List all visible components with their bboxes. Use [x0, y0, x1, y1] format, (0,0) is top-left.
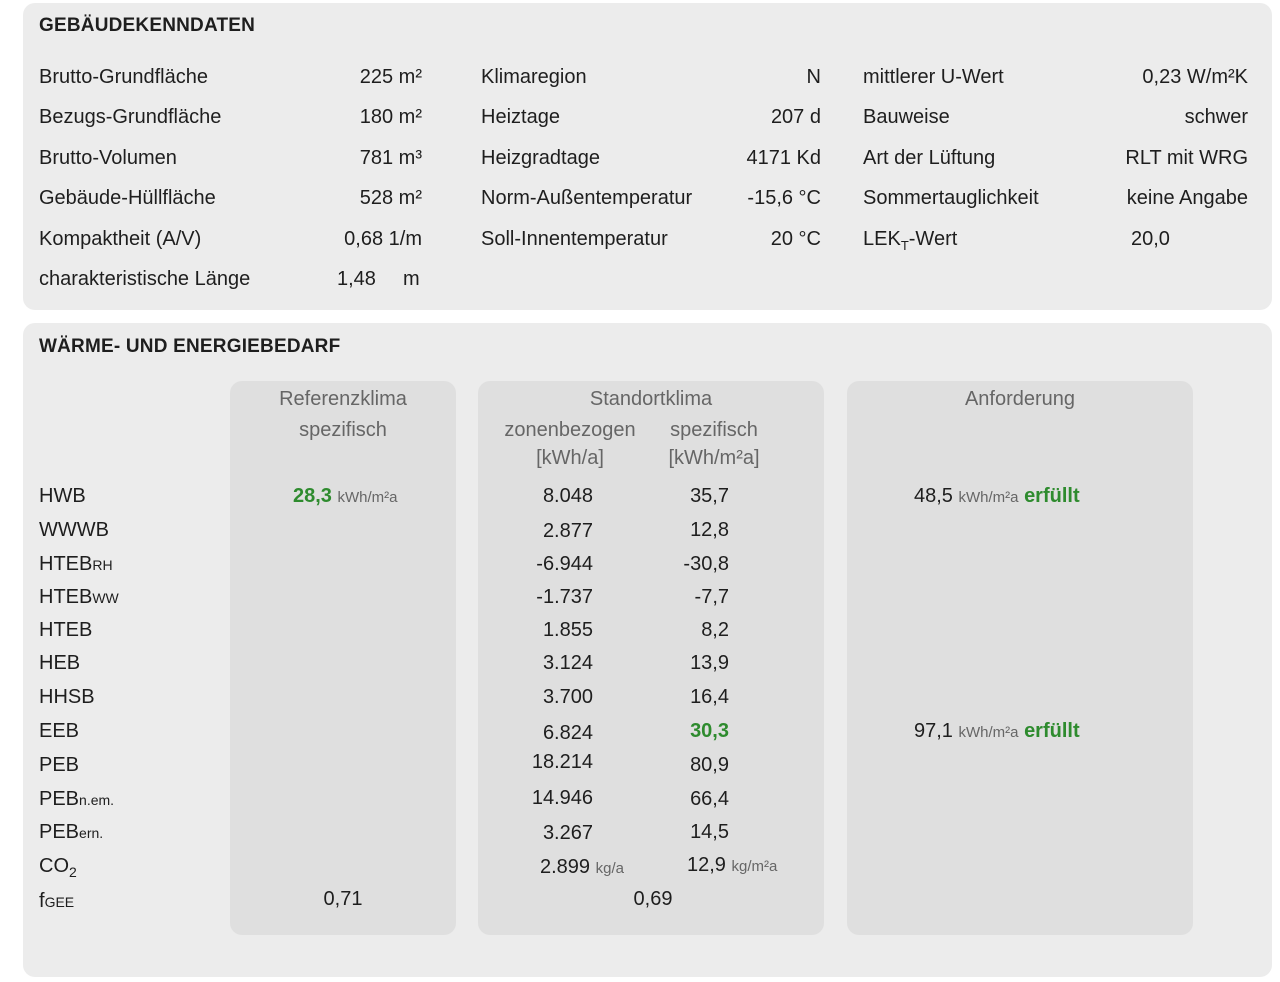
unit-char-laenge: m [403, 268, 420, 290]
value-klimaregion: N [806, 66, 821, 88]
row-label-hwb: HWB [39, 485, 86, 507]
value-lekt-wert: 20,0 [1131, 228, 1170, 250]
value-heizgradtage: 4171 Kd [746, 147, 821, 169]
row-label-co2: CO2 [39, 855, 77, 880]
label-char-laenge: charakteristische Länge [39, 268, 251, 290]
row-label-peb: PEB [39, 754, 80, 776]
value-brutto-grundflaeche: 225 m² [359, 66, 422, 88]
spec-value-hteb: 8,2 [701, 619, 729, 641]
row-label-wwwb: WWWB [39, 519, 109, 541]
building-data-panel: GEBÄUDEKENNDATEN Brutto-Grundfläche 225 … [23, 3, 1272, 310]
label-kompaktheit: Kompaktheit (A/V) [39, 228, 202, 250]
value-bauweise: schwer [1184, 106, 1248, 128]
value-lueftung: RLT mit WRG [1125, 147, 1248, 169]
spec-value-peb-ern: 14,5 [690, 821, 729, 843]
spec-value-hhsb: 16,4 [690, 686, 729, 708]
value-bezugs-grundflaeche: 180 m² [359, 106, 422, 128]
row-label-peb-nem: PEBn.em. [39, 788, 115, 810]
spec-value-heb: 13,9 [690, 652, 729, 674]
header-referenzklima: Referenzklima [279, 388, 407, 410]
header-zonenbezogen: zonenbezogen [504, 419, 636, 441]
row-label-eeb: EEB [39, 720, 80, 742]
header-zone-unit: [kWh/a] [536, 447, 604, 469]
zone-value-co2: 2.899 kg/a [540, 856, 624, 878]
zone-value-hteb-rh: -6.944 [536, 553, 593, 575]
site-climate-column [478, 381, 824, 935]
value-brutto-volumen: 781 m³ [359, 147, 422, 169]
header-standortklima: Standortklima [589, 388, 713, 410]
zone-value-peb-ern: 3.267 [542, 822, 593, 844]
header-spec-unit: [kWh/m²a] [668, 447, 760, 469]
zone-value-hteb-ww: -1.737 [536, 586, 593, 608]
requirement-column [847, 381, 1193, 935]
spec-value-hwb: 35,7 [690, 485, 729, 507]
label-bezugs-grundflaeche: Bezugs-Grundfläche [39, 106, 222, 128]
zone-value-peb-nem: 14.946 [531, 787, 593, 809]
req-hwb: 48,5 kWh/m²a erfüllt [914, 485, 1080, 507]
label-u-wert: mittlerer U-Wert [863, 66, 1004, 88]
spec-value-peb: 80,9 [690, 754, 729, 776]
section-title: WÄRME- UND ENERGIEBEDARF [39, 336, 341, 357]
label-lekt-wert: LEKT-Wert [863, 228, 958, 253]
spec-value-eeb: 30,3 [690, 720, 729, 742]
value-char-laenge: 1,48 [337, 268, 376, 290]
spec-value-hteb-rh: -30,8 [683, 553, 729, 575]
label-klimaregion: Klimaregion [481, 66, 587, 88]
ref-value-hwb: 28,3 kWh/m²a [293, 485, 398, 507]
row-label-hhsb: HHSB [39, 686, 95, 708]
header-ref-spezifisch: spezifisch [299, 419, 387, 441]
req-eeb: 97,1 kWh/m²a erfüllt [914, 720, 1080, 742]
row-label-hteb: HTEB [39, 619, 93, 641]
label-brutto-volumen: Brutto-Volumen [39, 147, 177, 169]
section-title: GEBÄUDEKENNDATEN [39, 15, 256, 36]
ref-value-fgee: 0,71 [323, 888, 363, 910]
label-huellflaeche: Gebäude-Hüllfläche [39, 187, 216, 209]
reference-climate-column [230, 381, 456, 935]
label-norm-aussentemp: Norm-Außentemperatur [481, 187, 693, 209]
spec-value-wwwb: 12,8 [690, 519, 729, 541]
zone-value-heb: 3.124 [542, 652, 593, 674]
zone-value-peb: 18.214 [531, 751, 593, 773]
label-lueftung: Art der Lüftung [863, 147, 996, 169]
label-heiztage: Heiztage [481, 106, 560, 128]
label-sommertauglichkeit: Sommertauglichkeit [863, 187, 1039, 209]
row-label-peb-ern: PEBern. [39, 821, 104, 843]
zone-value-eeb: 6.824 [542, 722, 593, 744]
value-soll-innentemp: 20 °C [770, 228, 821, 250]
spec-value-co2: 12,9 kg/m²a [687, 854, 778, 876]
zone-value-hteb: 1.855 [542, 619, 593, 641]
header-anforderung: Anforderung [964, 388, 1076, 410]
spec-value-peb-nem: 66,4 [690, 788, 729, 810]
label-brutto-grundflaeche: Brutto-Grundfläche [39, 66, 208, 88]
value-sommertauglichkeit: keine Angabe [1126, 187, 1248, 209]
value-heiztage: 207 d [770, 106, 821, 128]
zone-value-hwb: 8.048 [542, 485, 593, 507]
header-std-spezifisch: spezifisch [670, 419, 758, 441]
row-label-hteb-ww: HTEBWW [39, 586, 119, 608]
zone-value-hhsb: 3.700 [542, 686, 593, 708]
row-label-fgee: fGEE [39, 890, 75, 912]
std-value-fgee: 0,69 [633, 888, 673, 910]
row-label-hteb-rh: HTEBRH [39, 553, 113, 575]
value-norm-aussentemp: -15,6 °C [747, 187, 821, 209]
value-huellflaeche: 528 m² [359, 187, 422, 209]
value-kompaktheit: 0,68 1/m [344, 228, 422, 250]
value-u-wert: 0,23 W/m²K [1142, 66, 1248, 88]
zone-value-wwwb: 2.877 [542, 520, 593, 542]
spec-value-hteb-ww: -7,7 [694, 586, 729, 608]
label-heizgradtage: Heizgradtage [481, 147, 600, 169]
label-bauweise: Bauweise [863, 106, 950, 128]
energy-demand-panel: WÄRME- UND ENERGIEBEDARF Referenzklima s… [23, 323, 1272, 977]
row-label-heb: HEB [39, 652, 81, 674]
label-soll-innentemp: Soll-Innentemperatur [481, 228, 668, 250]
